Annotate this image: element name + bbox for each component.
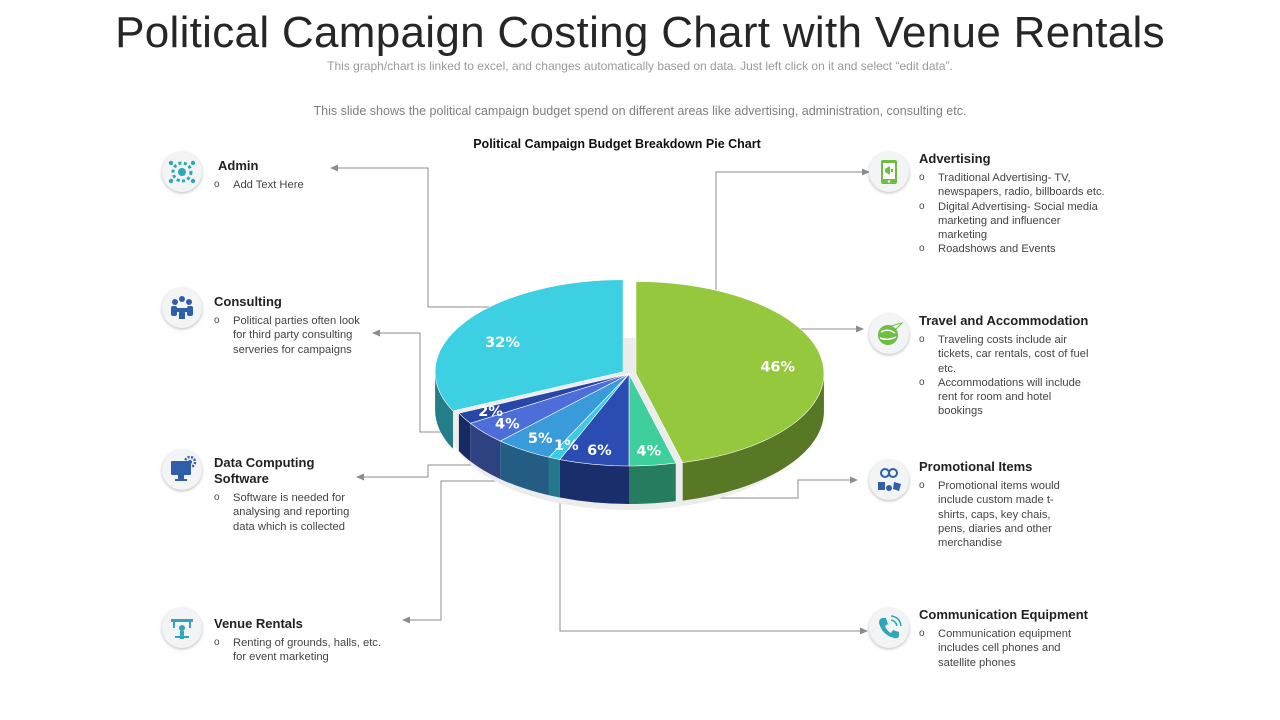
meeting-icon: [162, 288, 202, 328]
pie-side-admin: [435, 371, 453, 449]
pie-side-travel-and-accommodation: [629, 463, 676, 504]
advertising-block: Advertising Traditional Advertising- TV,…: [919, 151, 1159, 257]
pie-slice-admin[interactable]: [434, 279, 624, 412]
venue-bullet: Renting of grounds, halls, etc.for event…: [214, 636, 454, 665]
promotional-title: Promotional Items: [919, 459, 1033, 474]
page-title: Political Campaign Costing Chart with Ve…: [115, 8, 1165, 57]
pie-label-venue-rentals: 5%: [528, 431, 553, 447]
gear-people-icon: [162, 152, 202, 192]
slide-description: This slide shows the political campaign …: [313, 104, 967, 118]
phone-icon: [869, 608, 909, 648]
phone-megaphone-icon: [869, 152, 909, 192]
excel-link-note: This graph/chart is linked to excel, and…: [327, 59, 953, 73]
globe-plane-icon: [869, 314, 909, 354]
travel-title: Travel and Accommodation: [919, 313, 1089, 328]
pie-slices[interactable]: [434, 279, 825, 510]
pie-side-communication-equipment: [548, 457, 560, 498]
venue-title: Venue Rentals: [214, 616, 303, 631]
promotional-block: Promotional Items Promotional items woul…: [919, 459, 1159, 550]
advertising-title: Advertising: [919, 151, 991, 166]
venue-icon: [162, 608, 202, 648]
venue-block: Venue Rentals Renting of grounds, halls,…: [214, 616, 454, 665]
monitor-gear-icon: [162, 450, 202, 490]
pie-label-data-computing-software: 4%: [495, 416, 520, 432]
admin-bullet: Add Text Here: [214, 178, 458, 193]
advertising-bullet: Roadshows and Events: [919, 242, 1159, 257]
pie-label-advertising: 46%: [760, 360, 795, 376]
chart-title: Political Campaign Budget Breakdown Pie …: [473, 137, 761, 151]
admin-title: Admin: [218, 158, 259, 173]
promo-items-icon: [869, 460, 909, 500]
consulting-title: Consulting: [214, 294, 282, 309]
pie-label-travel-and-accommodation: 4%: [636, 444, 661, 460]
consulting-block: Consulting Political parties often lookf…: [214, 294, 454, 357]
admin-connector: [332, 167, 524, 308]
pie-label-communication-equipment: 1%: [554, 438, 579, 454]
travel-block: Travel and Accommodation Traveling costs…: [919, 313, 1159, 419]
pie-label-promotional-items: 6%: [587, 443, 612, 459]
pie-label-admin: 32%: [485, 335, 520, 351]
admin-block: Admin Add Text Here: [214, 158, 458, 193]
communication-connector: [559, 478, 866, 632]
pie-side-promotional-items: [559, 459, 629, 504]
data-software-title: Data Computing Software: [214, 455, 315, 486]
pie-slice-advertising[interactable]: [635, 281, 825, 463]
advertising-bullet: Digital Advertising- Social mediamarketi…: [919, 200, 1159, 243]
pie-side-data-computing-software: [470, 423, 501, 480]
pie-slice-consulting[interactable]: [458, 373, 630, 424]
pie-side-consulting: [458, 413, 471, 462]
communication-block: Communication Equipment Communication eq…: [919, 607, 1159, 670]
pie-side-advertising: [682, 373, 824, 501]
pie-labels: 46%4%6%1%5%4%2%32%: [478, 335, 795, 460]
pie-label-consulting: 2%: [478, 404, 503, 420]
advertising-bullet: Traditional Advertising- TV,newspapers, …: [919, 171, 1159, 200]
data-software-connector: [358, 464, 486, 478]
pie-side-venue-rentals: [500, 441, 549, 496]
venue-connector: [404, 480, 526, 621]
communication-title: Communication Equipment: [919, 607, 1088, 622]
